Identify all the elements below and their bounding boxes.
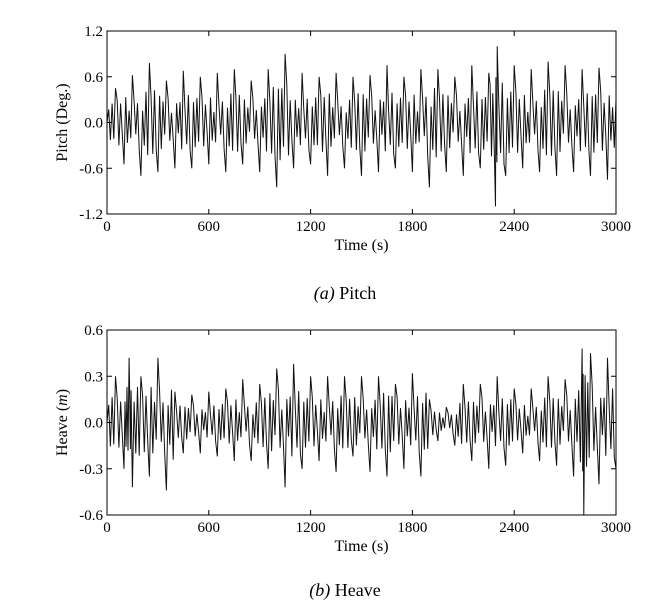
heave-y-tick-label: -0.6 [79, 508, 103, 524]
heave-x-tick-label: 600 [198, 520, 221, 536]
pitch-caption: (a) Pitch [314, 283, 377, 304]
heave-y-tick-label: 0.3 [84, 369, 103, 385]
heave-y-tick-label: 0.6 [84, 323, 103, 339]
pitch-x-tick-label: 600 [198, 219, 221, 235]
pitch-y-tick-label: 1.2 [84, 24, 103, 40]
pitch-plot-frame [106, 30, 617, 215]
pitch-chart: 0 600 1200 1800 2400 3000 1.2 0.6 0.0 -0.6 -1.2 Tim… [54, 24, 631, 254]
pitch-y-tick-label: 0.6 [84, 70, 103, 86]
heave-plot-frame [106, 329, 617, 516]
pitch-y-axis-title: Pitch (Deg.) [54, 83, 71, 161]
pitch-y-tick-label: -0.6 [79, 161, 103, 177]
pitch-x-tick-label: 1200 [296, 219, 326, 235]
heave-x-tick-label: 1800 [397, 520, 427, 536]
pitch-y-tick-label: -1.2 [79, 207, 103, 223]
pitch-x-tick-label: 3000 [601, 219, 631, 235]
pitch-x-tick-label: 0 [103, 219, 111, 235]
heave-x-tick-label: 3000 [601, 520, 631, 536]
heave-y-tick-label: 0.0 [84, 416, 103, 432]
pitch-x-tick-label: 2400 [499, 219, 529, 235]
heave-y-tick-label: -0.3 [79, 462, 103, 478]
heave-x-axis-title: Time (s) [334, 538, 388, 555]
heave-x-tick-label: 0 [103, 520, 111, 536]
pitch-x-tick-label: 1800 [397, 219, 427, 235]
heave-x-tick-label: 1200 [296, 520, 326, 536]
pitch-x-axis-title: Time (s) [334, 237, 388, 254]
pitch-y-tick-label: 0.0 [84, 116, 103, 132]
heave-y-axis-title: Heave (m) [54, 389, 71, 456]
heave-series-line-0 [106, 348, 617, 516]
heave-chart: 0 600 1200 1800 2400 3000 0.6 0.3 0.0 -0.3 -0.6 Tim… [54, 323, 631, 555]
heave-x-tick-label: 2400 [499, 520, 529, 536]
pitch-series-line-0 [106, 46, 617, 207]
heave-caption: (b) Heave [309, 580, 380, 601]
